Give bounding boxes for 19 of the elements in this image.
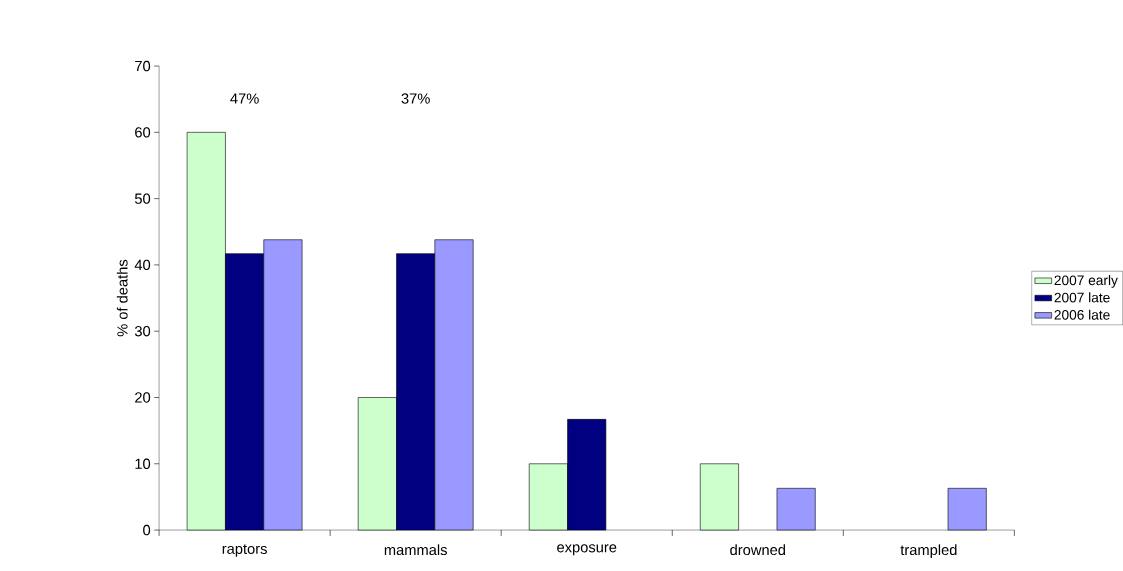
y-tick-label: 50 bbox=[134, 193, 151, 204]
y-tick-label: 60 bbox=[135, 127, 151, 138]
y-tick-label: 70 bbox=[135, 60, 151, 72]
annotation: 37% bbox=[401, 93, 430, 104]
x-tick-label: trampled bbox=[900, 544, 957, 558]
y-tick-label: 0 bbox=[143, 524, 151, 536]
legend-label: 2007 early bbox=[1054, 274, 1118, 288]
legend-label: 2007 late bbox=[1054, 292, 1110, 303]
legend-label: 2006 late bbox=[1054, 309, 1110, 320]
x-tick-label: raptors bbox=[222, 544, 267, 557]
x-tick-label: drowned bbox=[730, 544, 785, 556]
y-tick-label: 20 bbox=[135, 392, 151, 403]
y-tick-label: 40 bbox=[134, 259, 151, 271]
annotation: 47% bbox=[230, 93, 259, 104]
y-tick-label: 30 bbox=[134, 325, 151, 337]
y-tick-label: 10 bbox=[135, 458, 151, 469]
x-tick-label: mammals bbox=[384, 544, 447, 556]
y-axis-title: % of deaths bbox=[116, 259, 128, 337]
x-tick-label: exposure bbox=[557, 544, 617, 556]
